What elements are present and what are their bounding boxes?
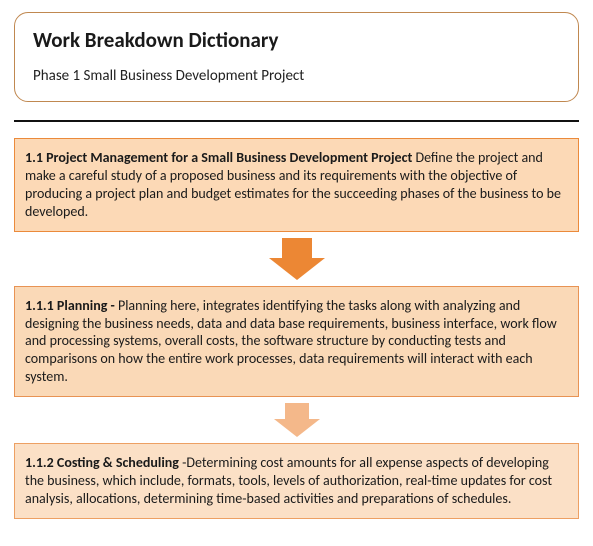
arrow-down-icon — [14, 403, 579, 437]
wbs-block-1-1-1: 1.1.1 Planning - Planning here, integrat… — [14, 286, 579, 398]
block-lead: 1.1.2 Costing & Scheduling — [25, 454, 182, 471]
block-lead: 1.1.1 Planning - — [25, 297, 118, 314]
block-lead: 1.1 Project Management for a Small Busin… — [25, 149, 415, 166]
page-title: Work Breakdown Dictionary — [33, 27, 560, 53]
arrow-down-icon — [14, 238, 579, 280]
divider — [14, 120, 579, 122]
wbs-block-1-1: 1.1 Project Management for a Small Busin… — [14, 138, 579, 232]
wbs-block-1-1-2: 1.1.2 Costing & Scheduling -Determining … — [14, 443, 579, 519]
header-box: Work Breakdown Dictionary Phase 1 Small … — [14, 12, 579, 102]
page-subtitle: Phase 1 Small Business Development Proje… — [33, 67, 560, 85]
flow-container: 1.1 Project Management for a Small Busin… — [14, 138, 579, 519]
